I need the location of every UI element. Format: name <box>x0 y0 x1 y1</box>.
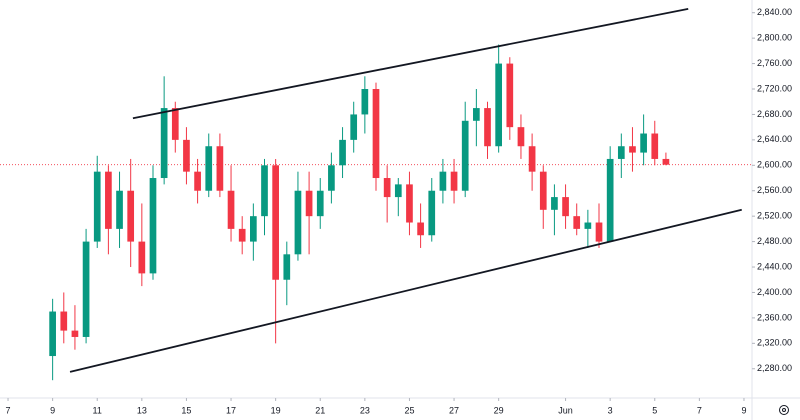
candle-body <box>606 158 614 242</box>
x-tick-label: 19 <box>271 405 281 415</box>
trendline <box>132 8 689 120</box>
x-tick-label: Jun <box>558 405 573 415</box>
candle-body <box>394 184 402 198</box>
y-tick-label: 2,480.00 <box>757 236 792 246</box>
x-tick-label: 13 <box>137 405 147 415</box>
candle-body <box>439 171 447 191</box>
candle-body <box>205 146 213 191</box>
x-tick-label: 23 <box>360 405 370 415</box>
candle-body <box>60 311 68 331</box>
candle-body <box>517 127 525 147</box>
candle-body <box>328 165 335 191</box>
candle-body <box>640 133 647 153</box>
candle-body <box>149 178 157 274</box>
y-tick-label: 2,600.00 <box>757 160 792 170</box>
candle-body <box>272 165 279 280</box>
x-tick-label: 17 <box>226 405 236 415</box>
candle-body <box>595 222 603 242</box>
candle-body <box>316 190 324 217</box>
y-tick-label: 2,800.00 <box>757 33 792 43</box>
candle-body <box>249 216 257 242</box>
candle-body <box>617 146 625 159</box>
candle-body <box>562 197 569 217</box>
candle-body <box>473 108 480 121</box>
x-tick-label: 7 <box>6 405 11 415</box>
y-tick-label: 2,400.00 <box>757 287 792 297</box>
candle-body <box>539 171 547 210</box>
trendline <box>69 208 742 373</box>
y-tick-label: 2,560.00 <box>757 185 792 195</box>
candle-body <box>551 197 558 210</box>
y-tick-label: 2,640.00 <box>757 134 792 144</box>
candle-body <box>227 190 235 229</box>
candle-body <box>93 171 101 242</box>
x-tick-label: 9 <box>741 405 746 415</box>
candle-body <box>406 184 413 223</box>
x-tick-label: 9 <box>50 405 55 415</box>
candle-body <box>305 190 313 217</box>
candle-body <box>183 139 190 172</box>
candle-body <box>294 190 302 255</box>
x-tick-label: 25 <box>404 405 414 415</box>
y-tick-label: 2,440.00 <box>757 261 792 271</box>
candle-body <box>116 190 123 229</box>
x-tick-label: 3 <box>608 405 613 415</box>
candle-body <box>350 114 358 140</box>
candle-body <box>506 63 514 128</box>
candle-body <box>339 139 346 166</box>
candle-body <box>283 254 291 280</box>
candle-body <box>238 228 246 242</box>
y-tick-label: 2,760.00 <box>757 58 792 68</box>
candle-body <box>105 171 112 229</box>
x-tick-label: 11 <box>93 405 102 415</box>
x-tick-label: 27 <box>449 405 459 415</box>
candle-body <box>361 89 369 115</box>
candle-body <box>662 158 670 165</box>
candle-body <box>71 330 79 337</box>
candle-body <box>428 190 436 236</box>
candle-body <box>528 146 536 172</box>
candle-body <box>417 222 424 236</box>
candle-body <box>216 146 224 191</box>
candle-body <box>651 133 659 159</box>
y-tick-label: 2,280.00 <box>757 363 792 373</box>
y-tick-label: 2,520.00 <box>757 211 792 221</box>
candle-body <box>171 108 179 140</box>
candle-body <box>383 178 391 198</box>
candle-body <box>495 63 503 147</box>
candle-body <box>629 146 636 153</box>
candle-body <box>450 171 458 191</box>
candle-body <box>160 108 168 179</box>
candle-body <box>49 311 56 357</box>
candle-body <box>194 171 201 191</box>
candle-body <box>261 165 268 217</box>
x-tick-label: 15 <box>181 405 191 415</box>
y-tick-label: 2,720.00 <box>757 83 792 93</box>
candle-body <box>127 190 135 242</box>
settings-icon[interactable] <box>779 405 789 415</box>
y-tick-label: 2,680.00 <box>757 109 792 119</box>
candle-body <box>584 222 592 229</box>
candle-body <box>484 108 491 147</box>
y-tick-label: 2,360.00 <box>757 312 792 322</box>
candle-body <box>372 89 380 179</box>
x-tick-label: 7 <box>697 405 702 415</box>
x-tick-label: 5 <box>652 405 657 415</box>
y-tick-label: 2,840.00 <box>757 7 792 17</box>
y-tick-label: 2,320.00 <box>757 338 792 348</box>
candle-body <box>82 241 90 337</box>
candle-body <box>573 216 581 229</box>
x-tick-label: 29 <box>494 405 504 415</box>
candle-body <box>461 120 469 191</box>
candle-body <box>138 241 146 274</box>
x-tick-label: 21 <box>315 405 325 415</box>
